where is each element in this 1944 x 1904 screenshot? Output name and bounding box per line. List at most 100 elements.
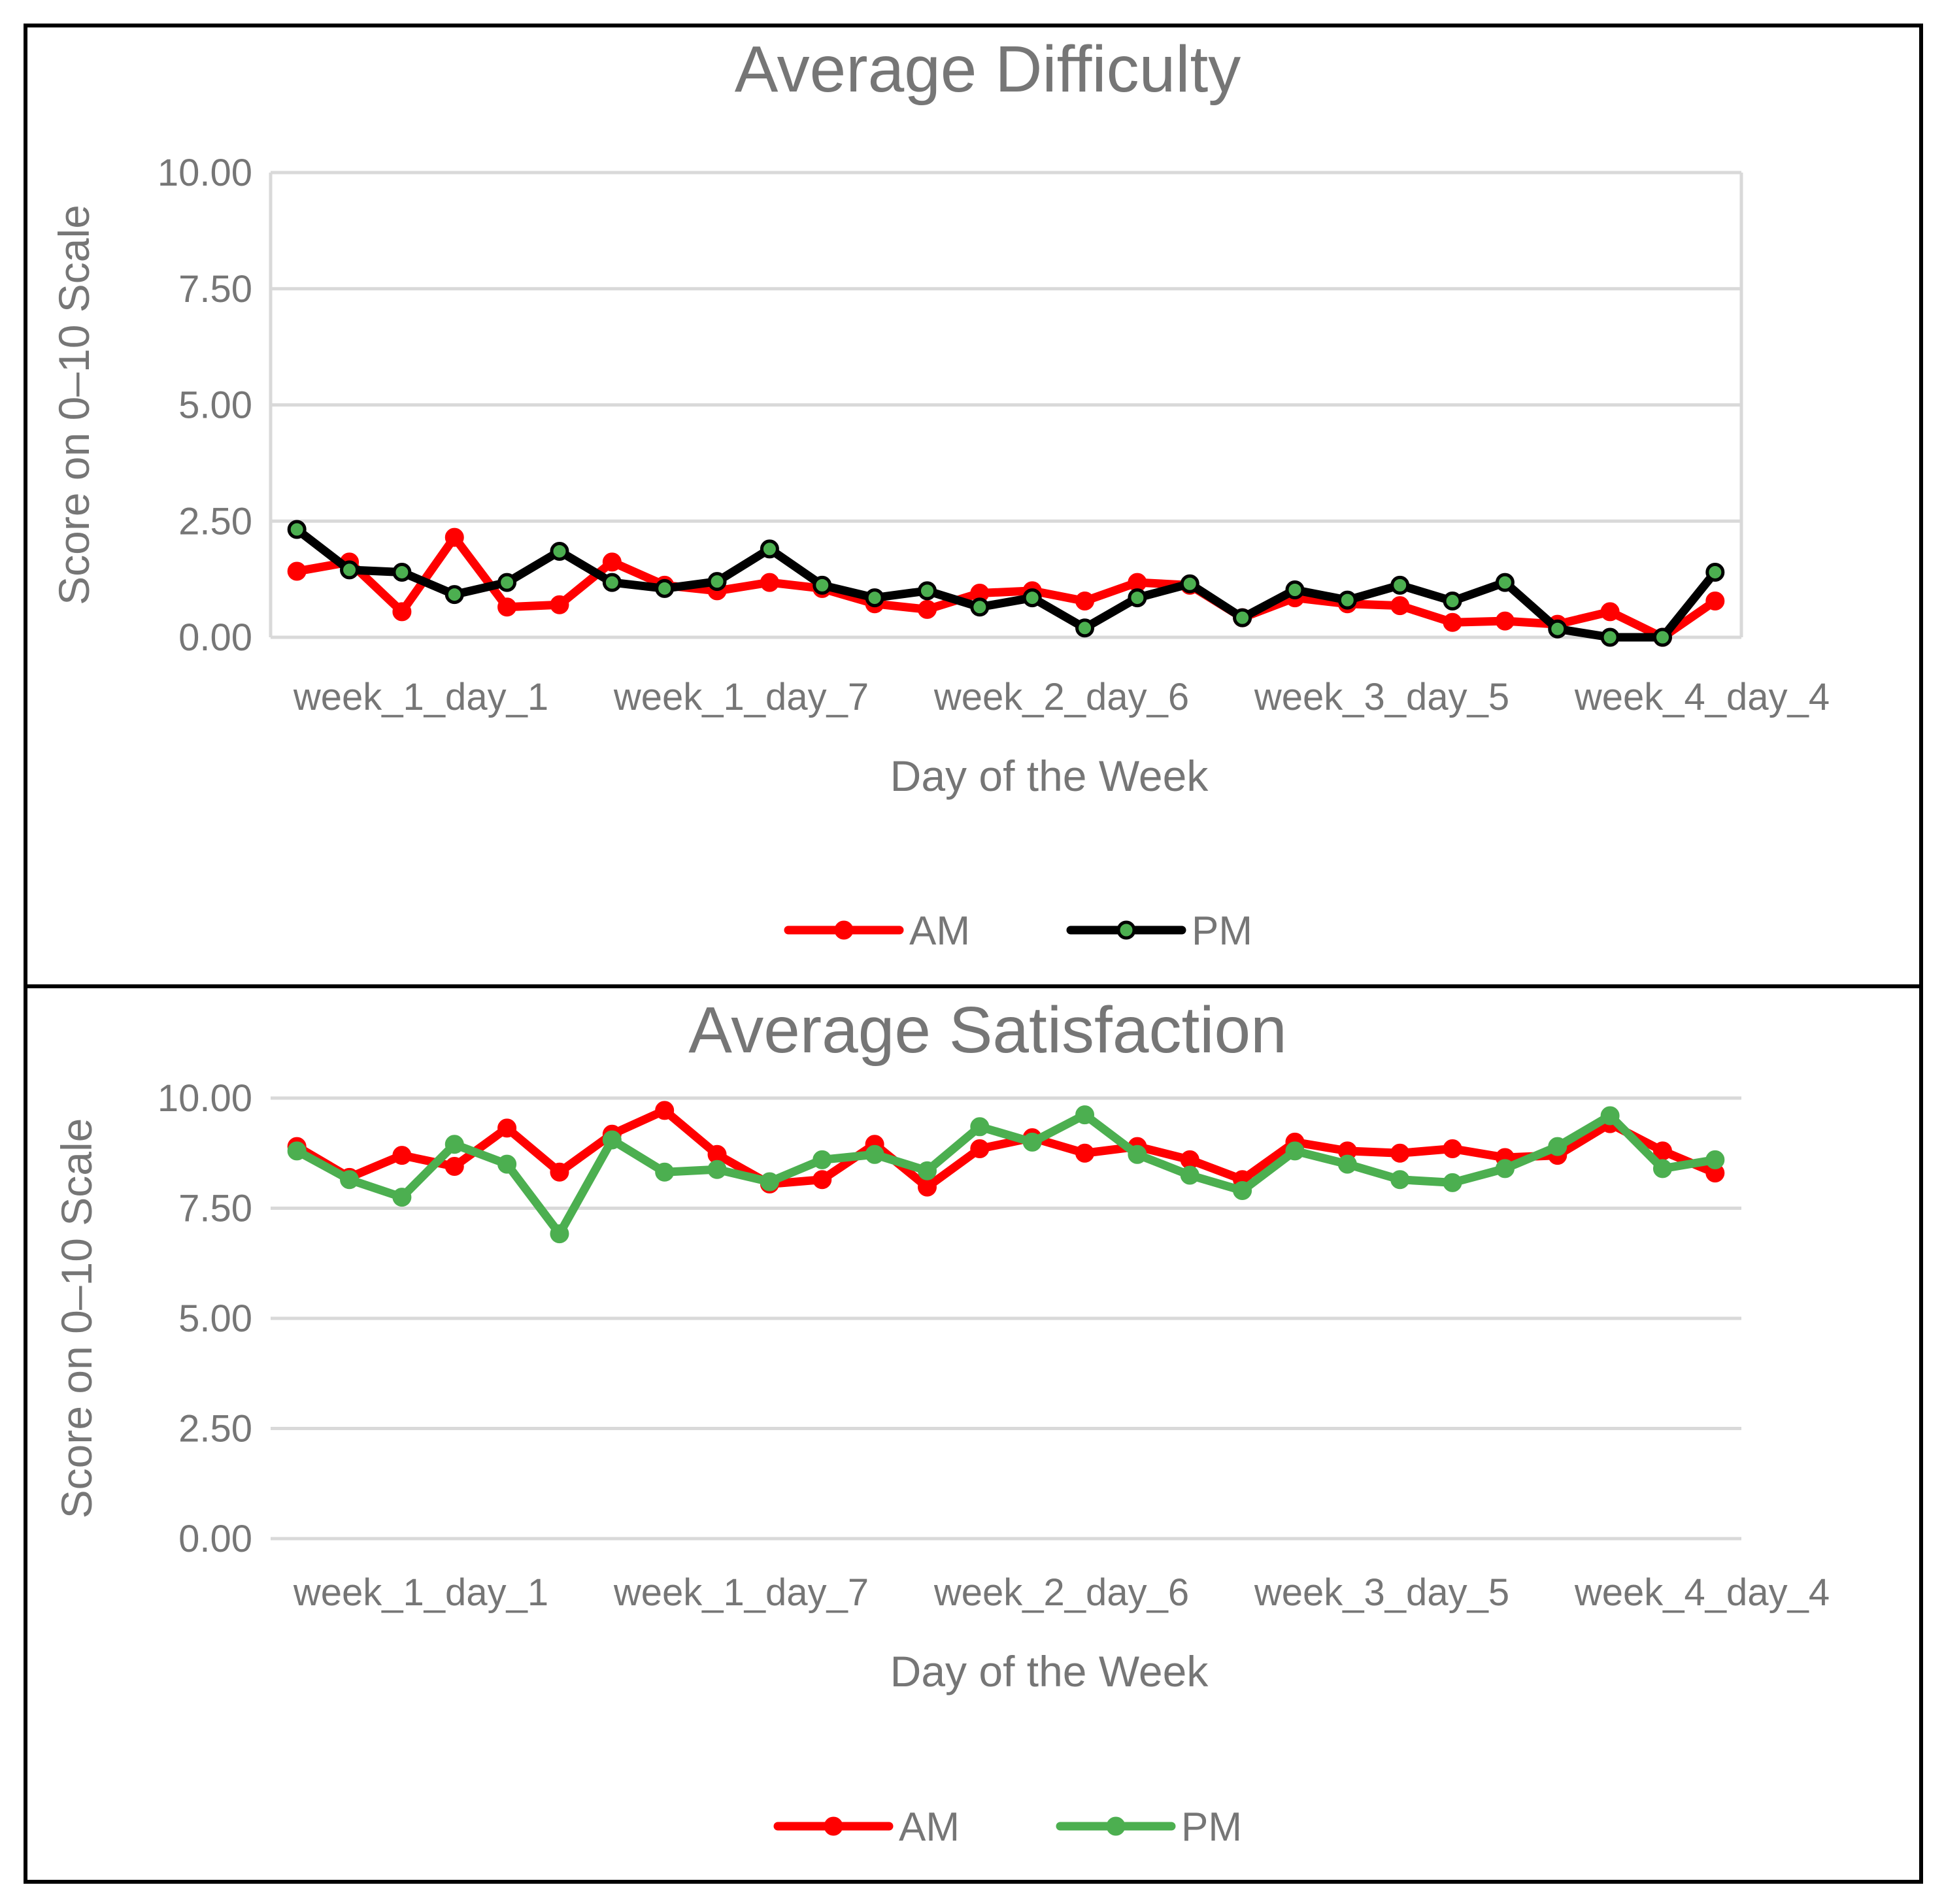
- difficulty-series-pm-point: [444, 585, 464, 605]
- satisfaction-series-pm-point: [1075, 1105, 1095, 1125]
- satisfaction-series-pm-point: [1390, 1170, 1410, 1190]
- satisfaction-series-pm-point: [1128, 1144, 1147, 1164]
- satisfaction-series-pm-point: [917, 1161, 937, 1180]
- satisfaction-legend-am-marker: [824, 1816, 843, 1836]
- difficulty-series-am-point: [1600, 602, 1620, 622]
- difficulty-legend-pm-label: PM: [1192, 909, 1252, 954]
- satisfaction-series-pm-point: [550, 1224, 569, 1244]
- satisfaction-x-axis-title: Day of the Week: [890, 1647, 1209, 1695]
- difficulty-series-am-point: [1443, 612, 1462, 632]
- satisfaction-series-pm-point: [1337, 1154, 1357, 1174]
- difficulty-series-pm-point: [497, 573, 517, 592]
- difficulty-series-pm-point: [1652, 627, 1672, 647]
- difficulty-series-pm-point: [287, 520, 307, 539]
- difficulty-series-pm-point: [1705, 562, 1725, 582]
- difficulty-series-pm-point: [970, 597, 990, 617]
- satisfaction-series-pm-point: [707, 1160, 727, 1179]
- satisfaction-series-pm-point: [1443, 1173, 1462, 1192]
- satisfaction-series-pm-point: [444, 1135, 464, 1154]
- satisfaction-series-pm-point: [340, 1170, 360, 1190]
- difficulty-legend-am-marker: [834, 920, 854, 940]
- satisfaction-y-tick-label: 0.00: [178, 1518, 252, 1560]
- satisfaction-series-pm-point: [1285, 1141, 1305, 1161]
- difficulty-series-pm-point: [655, 578, 675, 598]
- satisfaction-y-tick-label: 10.00: [158, 1077, 252, 1120]
- satisfaction-chart-title: Average Satisfaction: [688, 994, 1286, 1067]
- difficulty-series-pm-point: [602, 573, 622, 592]
- difficulty-x-tick-label: week_1_day_7: [613, 676, 869, 718]
- difficulty-series-pm-point: [340, 560, 360, 580]
- difficulty-series-pm-point: [917, 581, 937, 601]
- difficulty-series-pm-point: [707, 572, 727, 592]
- difficulty-y-tick-label: 7.50: [178, 268, 252, 310]
- difficulty-series-pm-point: [1390, 575, 1410, 595]
- satisfaction-y-tick-label: 2.50: [178, 1408, 252, 1450]
- difficulty-series-am-point: [1075, 592, 1095, 611]
- difficulty-series-pm-point: [1022, 588, 1042, 608]
- satisfaction-series-pm-point: [760, 1172, 779, 1192]
- satisfaction-series-am-point: [497, 1118, 517, 1138]
- satisfaction-series-am-line: [292, 1106, 1720, 1192]
- difficulty-series-am-point: [1495, 611, 1515, 631]
- satisfaction-series-am-point: [1652, 1141, 1672, 1161]
- satisfaction-series-pm-point: [655, 1162, 675, 1182]
- difficulty-series-pm-point: [1495, 573, 1515, 592]
- satisfaction-series-pm-point: [602, 1130, 622, 1150]
- satisfaction-legend-pm-marker: [1106, 1816, 1126, 1836]
- difficulty-series-am-point: [550, 595, 569, 614]
- satisfaction-legend-am-label: AM: [899, 1805, 960, 1850]
- difficulty-y-tick-label: 10.00: [158, 152, 252, 194]
- difficulty-series-pm-point: [1075, 618, 1095, 638]
- satisfaction-x-tick-label: week_1_day_7: [613, 1571, 869, 1614]
- satisfaction-series-pm-point: [1705, 1150, 1725, 1169]
- difficulty-chart: Average Difficulty 0.00 2.50 5.00 7.50 10.00 w…: [50, 33, 1830, 954]
- satisfaction-series-pm-point: [813, 1150, 832, 1169]
- satisfaction-series-pm-point: [1548, 1137, 1567, 1156]
- satisfaction-series-am-point: [707, 1144, 727, 1164]
- difficulty-series-pm-line: [292, 525, 1720, 642]
- satisfaction-series-pm-point: [497, 1154, 517, 1174]
- difficulty-x-tick-label: week_1_day_1: [293, 676, 548, 718]
- satisfaction-y-tick-label: 7.50: [178, 1188, 252, 1230]
- difficulty-series-pm-point: [550, 541, 569, 561]
- difficulty-series-pm-point: [1548, 619, 1567, 639]
- difficulty-x-tick-label: week_2_day_6: [933, 676, 1189, 718]
- satisfaction-x-tick-label: week_1_day_1: [293, 1571, 548, 1614]
- difficulty-series-pm-point: [1128, 588, 1147, 608]
- difficulty-series-pm-point: [1337, 590, 1357, 610]
- difficulty-series-am-point: [287, 561, 307, 581]
- difficulty-series-pm-point: [1443, 592, 1462, 611]
- difficulty-series-pm-point: [1233, 608, 1252, 627]
- difficulty-series-am-point: [1705, 592, 1725, 611]
- satisfaction-series-pm-point: [865, 1144, 884, 1164]
- difficulty-series-am-point: [1128, 573, 1147, 592]
- difficulty-chart-title: Average Difficulty: [735, 33, 1241, 106]
- difficulty-series-am-point: [602, 552, 622, 572]
- difficulty-series-am-point: [392, 602, 412, 622]
- difficulty-series-pm-point: [813, 575, 832, 595]
- satisfaction-chart: Average Satisfaction 0.00 2.50 5.00 7.50 10.0…: [52, 994, 1830, 1850]
- satisfaction-legend-pm-label: PM: [1181, 1805, 1242, 1850]
- satisfaction-series-am-point: [444, 1156, 464, 1176]
- difficulty-x-tick-label: week_3_day_5: [1254, 676, 1509, 718]
- satisfaction-series-am-point: [655, 1101, 675, 1120]
- satisfaction-series-pm-point: [1180, 1165, 1199, 1185]
- satisfaction-series-pm-point: [970, 1117, 990, 1137]
- satisfaction-series-am-point: [970, 1139, 990, 1159]
- satisfaction-series-am-point: [813, 1170, 832, 1190]
- satisfaction-series-pm-point: [392, 1188, 412, 1207]
- satisfaction-series-pm-point: [1495, 1159, 1515, 1178]
- difficulty-y-axis-title: Score on 0–10 Scale: [50, 205, 98, 605]
- satisfaction-series-am-point: [1180, 1150, 1199, 1169]
- satisfaction-x-tick-label: week_3_day_5: [1254, 1571, 1509, 1614]
- difficulty-series-pm-point: [1600, 627, 1620, 647]
- difficulty-series-pm-point: [1285, 580, 1305, 599]
- satisfaction-chart-panel: Average Satisfaction 0.00 2.50 5.00 7.50 10.0…: [24, 984, 1923, 1884]
- difficulty-legend-am-label: AM: [909, 909, 970, 954]
- difficulty-series-am-point: [917, 599, 937, 619]
- difficulty-y-tick-label: 5.00: [178, 384, 252, 427]
- difficulty-series-am-point: [1390, 596, 1410, 616]
- satisfaction-series-pm-point: [1652, 1159, 1672, 1178]
- difficulty-y-tick-label: 0.00: [178, 616, 252, 659]
- satisfaction-x-tick-label: week_4_day_4: [1574, 1571, 1830, 1614]
